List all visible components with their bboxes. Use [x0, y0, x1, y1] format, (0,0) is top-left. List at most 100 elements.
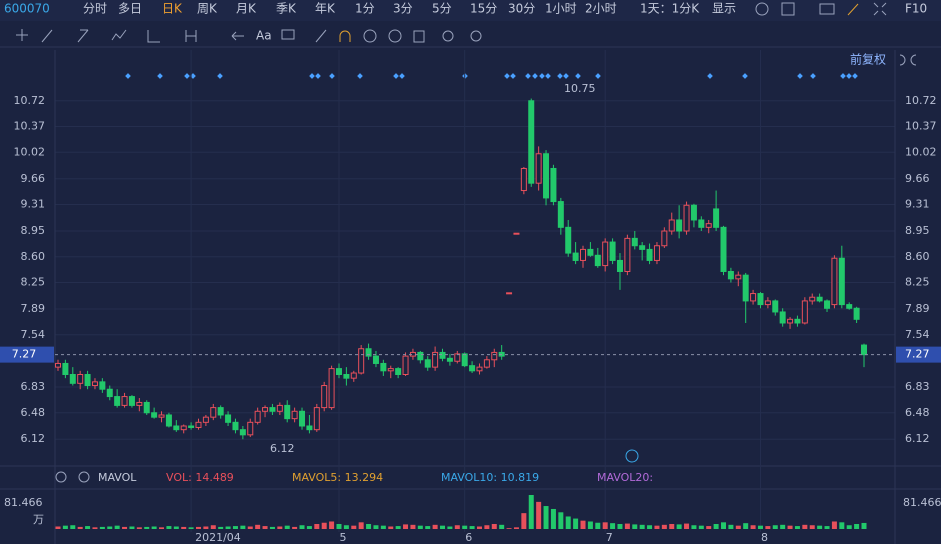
panel-settings[interactable]: [55, 471, 67, 483]
candle-body: [676, 219, 683, 232]
volume-legend: MAVOL: [98, 471, 137, 484]
pen-icon[interactable]: [847, 3, 859, 16]
candle-body: [439, 351, 446, 359]
event-marker: [852, 73, 858, 79]
period-tab[interactable]: 分时: [83, 2, 107, 16]
period-tab[interactable]: 显示: [712, 2, 736, 16]
candle-body: [225, 414, 232, 423]
candle-body: [602, 241, 609, 267]
period-tab[interactable]: 30分: [508, 2, 535, 16]
event-marker: [840, 73, 846, 79]
volume-bar: [62, 525, 68, 529]
event-icon[interactable]: [625, 449, 639, 463]
event-marker: [393, 73, 399, 79]
event-marker: [525, 73, 531, 79]
period-tab[interactable]: 2小时: [585, 2, 617, 16]
period-tab[interactable]: 日K: [162, 2, 183, 16]
adjust-mode[interactable]: 前复权: [850, 52, 886, 67]
volume-bar: [669, 523, 675, 529]
volume-bar: [85, 526, 91, 529]
volume-bar: [528, 495, 534, 529]
x-tick-label: 7: [606, 531, 613, 544]
tool-magnet[interactable]: [339, 30, 351, 42]
volume-bar: [159, 527, 165, 529]
volume-bar: [99, 526, 105, 529]
fullscreen-icon[interactable]: [873, 2, 887, 16]
f10[interactable]: F10: [905, 2, 927, 16]
candle-body: [528, 100, 535, 184]
period-tab[interactable]: 3分: [393, 2, 413, 16]
volume-bar: [166, 526, 172, 529]
volume-bar: [440, 525, 446, 529]
volume-bar: [292, 526, 298, 529]
volume-bar: [151, 526, 157, 529]
draw-tools[interactable]: [16, 2, 917, 483]
candle-body: [831, 257, 838, 306]
volume-bar: [536, 501, 542, 529]
camera-icon[interactable]: [819, 3, 835, 15]
tool-link[interactable]: [442, 30, 454, 42]
candle-body: [846, 304, 853, 309]
y-tick-label-right: 8.25: [905, 276, 930, 289]
tool-range[interactable]: [185, 30, 197, 42]
undo-redo[interactable]: [899, 54, 917, 66]
period-tab[interactable]: 5分: [432, 2, 452, 16]
volume-bar: [262, 526, 268, 529]
tool-pen[interactable]: [315, 29, 327, 43]
volume-legend: MAVOL20:: [597, 471, 653, 484]
symbol[interactable]: 600070: [4, 2, 50, 16]
candle-body: [69, 373, 76, 384]
last-price-label: 7.27: [905, 348, 930, 361]
volume-bar: [491, 523, 497, 529]
settings-icon[interactable]: [755, 2, 769, 16]
tool-line[interactable]: [41, 29, 53, 43]
period-tab[interactable]: 年K: [315, 2, 336, 16]
volume-bar: [676, 524, 682, 529]
period-tab[interactable]: 周K: [197, 2, 218, 16]
volume-legend: MAVOL5: 13.294: [292, 471, 383, 484]
candle-body: [350, 372, 357, 379]
volume-bar: [558, 512, 564, 529]
volume-bar: [373, 525, 379, 529]
volume-bar: [114, 525, 120, 529]
tool-wave[interactable]: [111, 29, 127, 41]
volume-bar: [314, 523, 320, 529]
y-tick-label-right: 6.12: [905, 432, 930, 445]
period-tab[interactable]: 15分: [470, 2, 497, 16]
period-tab[interactable]: 月K: [236, 2, 257, 16]
y-tick-label: 9.66: [21, 172, 46, 185]
candle-body: [513, 232, 520, 235]
tool-note[interactable]: [281, 29, 295, 40]
panel-close[interactable]: [78, 471, 90, 483]
font-tool[interactable]: Aa: [256, 29, 272, 43]
period-tab[interactable]: 季K: [276, 2, 297, 16]
tool-settings[interactable]: [470, 30, 482, 42]
candle-body: [365, 348, 372, 357]
tool-fib[interactable]: [147, 30, 160, 43]
tool-lock[interactable]: [363, 29, 377, 43]
y-tick-label: 8.25: [21, 276, 46, 289]
volume-bar: [417, 525, 423, 529]
volume-bar: [232, 526, 238, 529]
volume-bar: [469, 526, 475, 529]
tool-move[interactable]: [16, 29, 28, 41]
tool-ray[interactable]: [77, 29, 89, 43]
volume-bar: [854, 523, 860, 529]
volume-bar: [595, 522, 601, 529]
candle-body: [543, 153, 550, 199]
period-tab[interactable]: 1分: [355, 2, 375, 16]
event-marker: [539, 73, 545, 79]
volume-bar: [617, 523, 623, 529]
tool-arrow[interactable]: [231, 31, 244, 41]
period-tab[interactable]: 多日: [118, 2, 142, 16]
volume-bar: [403, 524, 409, 529]
tool-delete[interactable]: [413, 30, 425, 43]
tool-hide[interactable]: [388, 29, 402, 43]
checkbox[interactable]: [781, 2, 795, 16]
candle-body: [572, 252, 579, 261]
candle-body: [698, 219, 705, 228]
volume-bar: [277, 526, 283, 529]
min-label: 6.12: [270, 442, 295, 455]
period-tab[interactable]: 1天：1分K: [640, 2, 700, 16]
period-tab[interactable]: 1小时: [545, 2, 577, 16]
